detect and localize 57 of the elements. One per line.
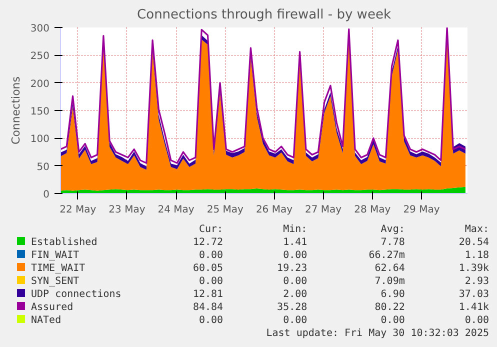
text: 7.09m (374, 275, 406, 288)
text: 12.81 (192, 288, 224, 301)
x-tick-label: 25 May (206, 204, 244, 216)
y-tick-label: 150 (30, 106, 50, 118)
legend-label: TIME_WAIT (30, 262, 86, 275)
y-tick-label: 200 (30, 78, 50, 90)
text: Min: (282, 223, 308, 236)
text: 1.41 (282, 236, 308, 249)
x-tick-label: 27 May (305, 204, 342, 216)
text: 0.00 (464, 314, 490, 327)
text: 19.23 (276, 262, 308, 275)
text: 20.54 (458, 236, 490, 249)
text: Cur: (198, 223, 224, 236)
legend-label: Established (30, 236, 98, 249)
text: Max: (464, 223, 490, 236)
y-tick-label: 100 (30, 134, 50, 146)
y-tick-label: 0 (43, 190, 50, 200)
text: 0.00 (198, 314, 224, 327)
legend-label: FIN_WAIT (30, 249, 80, 262)
legend-label: UDP connections (30, 288, 122, 301)
text: 35.28 (276, 301, 308, 314)
text: 62.64 (374, 262, 406, 275)
text: 0.00 (282, 314, 308, 327)
text: 7.78 (380, 236, 406, 249)
text: 1.41k (458, 301, 490, 314)
text: 0.00 (282, 275, 308, 288)
text: 1.18 (464, 249, 490, 262)
x-tick-label: 29 May (403, 204, 440, 216)
text: 6.90 (380, 288, 406, 301)
text: Avg: (380, 223, 406, 236)
legend-label: Assured (30, 301, 74, 314)
text: 2.00 (282, 288, 308, 301)
text: 66.27m (368, 249, 406, 262)
text: 0.00 (198, 275, 224, 288)
chart-title: Connections through firewall - by week (137, 8, 392, 22)
x-tick-label: 28 May (354, 204, 391, 216)
text: 37.03 (458, 288, 490, 301)
y-axis-title: Connections (9, 76, 22, 144)
x-tick-label: 24 May (158, 204, 194, 216)
text: 80.22 (374, 301, 406, 314)
text: 0.00 (380, 314, 406, 327)
x-tick-label: 22 May (60, 204, 96, 216)
y-tick-label: 50 (36, 162, 50, 173)
y-tick-label: 300 (30, 24, 50, 34)
y-tick-label: 250 (30, 51, 50, 62)
legend-label: NATed (30, 314, 62, 327)
text: 84.84 (192, 301, 224, 314)
text: 0.00 (282, 249, 308, 262)
legend-label: SYN_SENT (30, 275, 80, 288)
text: Last update: Fri May 30 10:32:03 2025 (265, 327, 490, 340)
x-tick-label: 26 May (256, 204, 293, 216)
text: 12.72 (192, 236, 224, 249)
text: 60.05 (192, 262, 224, 275)
text: 0.00 (198, 249, 224, 262)
text: 2.93 (464, 275, 490, 288)
x-tick-label: 23 May (108, 204, 146, 216)
text: 1.39k (458, 262, 490, 275)
